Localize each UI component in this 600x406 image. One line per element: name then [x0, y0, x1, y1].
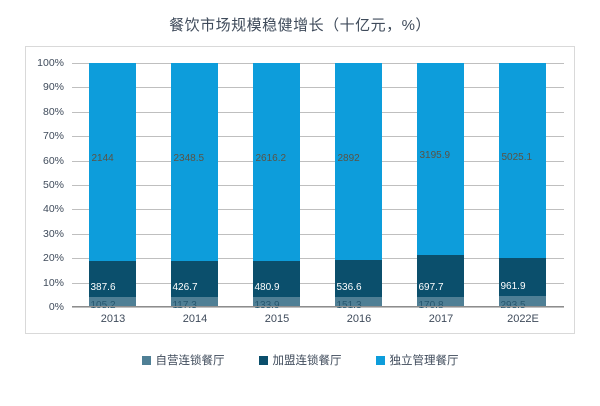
- bar-value-label-independent: 2144: [91, 153, 114, 165]
- bar-value-label-independent: 2348.5: [173, 153, 205, 165]
- stacked-bar[interactable]: 2892 536.6 151.3: [335, 63, 383, 311]
- bar-value-label-franchise: 480.9: [254, 282, 280, 293]
- bar-segment-franchise[interactable]: 536.6: [335, 260, 383, 297]
- bar-segment-franchise[interactable]: 480.9: [253, 260, 301, 297]
- bar-segment-independent[interactable]: 2348.5: [171, 63, 219, 261]
- y-axis-tick-label: 80%: [42, 105, 64, 118]
- bar-value-label-franchise: 387.6: [90, 282, 116, 294]
- gridline: [72, 136, 564, 138]
- legend-label: 自营连锁餐厅: [155, 355, 225, 367]
- bar-value-label-franchise: 961.9: [500, 280, 526, 292]
- bar-segment-self-operated[interactable]: 105.2: [89, 297, 137, 311]
- gridline: [72, 209, 564, 211]
- x-axis-tick-label: 2022E: [507, 313, 539, 325]
- gridline: [72, 87, 564, 89]
- x-axis-tick-label: 2014: [182, 313, 208, 325]
- stacked-bar[interactable]: 5025.1 961.9 293.5: [499, 63, 547, 311]
- bar-segment-independent[interactable]: 2892: [335, 63, 383, 261]
- bar-value-label-independent: 5025.1: [501, 151, 533, 163]
- x-axis-tick-label: 2013: [100, 313, 126, 325]
- bar-value-label-franchise: 426.7: [172, 282, 198, 293]
- bar-value-label-self-operated: 105.2: [90, 301, 115, 311]
- legend-item[interactable]: 独立管理餐厅: [375, 352, 459, 368]
- stacked-bar[interactable]: 2616.2 480.9 133.9: [253, 63, 301, 311]
- plot-area: 100% 90% 80% 70% 60% 50% 40% 30% 20% 10% 0% 2144 38…: [25, 46, 575, 334]
- x-axis-tick-label: 2017: [428, 313, 454, 325]
- gridline: [72, 111, 564, 113]
- bar-segment-independent[interactable]: 2616.2: [253, 63, 301, 261]
- bar-segment-independent[interactable]: 5025.1: [499, 63, 547, 259]
- legend-label: 加盟连锁餐厅: [272, 355, 342, 367]
- bar-segment-self-operated[interactable]: 151.3: [335, 296, 383, 311]
- bar-segment-self-operated[interactable]: 170.8: [417, 296, 465, 311]
- bar-segment-franchise[interactable]: 697.7: [417, 255, 465, 297]
- bar-column[interactable]: 5025.1 961.9 293.5: [482, 63, 564, 311]
- x-axis: 2013 2014 2015 2016 2017 2022E: [72, 309, 564, 329]
- y-axis-tick-label: 0%: [48, 301, 64, 313]
- gridline: [72, 307, 564, 308]
- gridline: [72, 258, 564, 260]
- gridline: [72, 282, 564, 284]
- plot-canvas: 2144 387.6 105.2 2348.5 426.7 117.3 2616.2 480.…: [72, 63, 564, 311]
- y-axis-tick-label: 90%: [42, 81, 64, 94]
- legend-item[interactable]: 自营连锁餐厅: [141, 352, 225, 368]
- bar-value-label-independent: 2892: [337, 152, 360, 164]
- y-axis-tick-label: 10%: [42, 276, 64, 289]
- bar-column[interactable]: 2348.5 426.7 117.3: [154, 63, 236, 311]
- page-title: 餐饮市场规模稳健增长（十亿元，%）: [169, 17, 431, 34]
- bar-column[interactable]: 2616.2 480.9 133.9: [236, 63, 318, 311]
- y-axis-tick-label: 30%: [42, 227, 64, 240]
- bar-value-label-franchise: 536.6: [336, 281, 362, 293]
- y-axis-tick-label: 20%: [42, 252, 64, 265]
- gridline: [72, 160, 564, 162]
- bar-segment-franchise[interactable]: 426.7: [171, 260, 219, 297]
- bar-value-label-self-operated: 133.9: [254, 301, 279, 311]
- bar-segment-self-operated[interactable]: 293.5: [499, 295, 547, 311]
- y-axis-tick-label: 60%: [42, 154, 64, 167]
- bar-segment-franchise[interactable]: 961.9: [499, 258, 547, 296]
- gridline: [72, 185, 564, 186]
- bar-segment-independent[interactable]: 2144: [89, 63, 137, 262]
- legend-swatch-icon: [375, 355, 385, 365]
- bar-value-label-self-operated: 293.5: [500, 301, 525, 311]
- bar-value-label-self-operated: 151.3: [336, 301, 361, 311]
- bar-column[interactable]: 3195.9 697.7 170.8: [400, 63, 482, 311]
- y-axis: 100% 90% 80% 70% 60% 50% 40% 30% 20% 10% 0%: [26, 47, 68, 333]
- bar-value-label-franchise: 697.7: [418, 281, 444, 293]
- legend-swatch-icon: [141, 355, 151, 365]
- stacked-bar[interactable]: 2348.5 426.7 117.3: [171, 63, 219, 311]
- bar-value-label-independent: 3195.9: [419, 150, 451, 162]
- x-axis-tick-label: 2015: [264, 313, 290, 325]
- bar-value-label-independent: 2616.2: [255, 152, 287, 164]
- x-axis-tick-label: 2016: [346, 313, 372, 325]
- gridline: [72, 63, 564, 64]
- bar-column[interactable]: 2144 387.6 105.2: [72, 63, 154, 311]
- y-axis-tick-label: 40%: [42, 203, 64, 216]
- legend-item[interactable]: 加盟连锁餐厅: [258, 352, 342, 368]
- gridline: [72, 233, 564, 235]
- bar-segment-self-operated[interactable]: 117.3: [171, 297, 219, 311]
- stacked-bar[interactable]: 2144 387.6 105.2: [89, 63, 137, 311]
- bar-column[interactable]: 2892 536.6 151.3: [318, 63, 400, 311]
- bar-series-group: 2144 387.6 105.2 2348.5 426.7 117.3 2616.2 480.…: [72, 63, 564, 311]
- x-axis-line: [72, 306, 564, 307]
- legend-swatch-icon: [258, 355, 268, 365]
- bar-value-label-self-operated: 170.8: [418, 301, 443, 311]
- y-axis-tick-label: 70%: [42, 130, 64, 143]
- y-axis-tick-label: 50%: [42, 179, 64, 191]
- bar-segment-independent[interactable]: 3195.9: [417, 63, 465, 256]
- bar-value-label-self-operated: 117.3: [172, 301, 196, 311]
- legend-label: 独立管理餐厅: [389, 355, 459, 367]
- stacked-bar[interactable]: 3195.9 697.7 170.8: [417, 63, 465, 311]
- chart-legend: 自营连锁餐厅 加盟连锁餐厅 独立管理餐厅: [25, 352, 575, 368]
- y-axis-tick-label: 100%: [37, 57, 64, 69]
- bar-segment-franchise[interactable]: 387.6: [89, 261, 137, 298]
- bar-segment-self-operated[interactable]: 133.9: [253, 297, 301, 311]
